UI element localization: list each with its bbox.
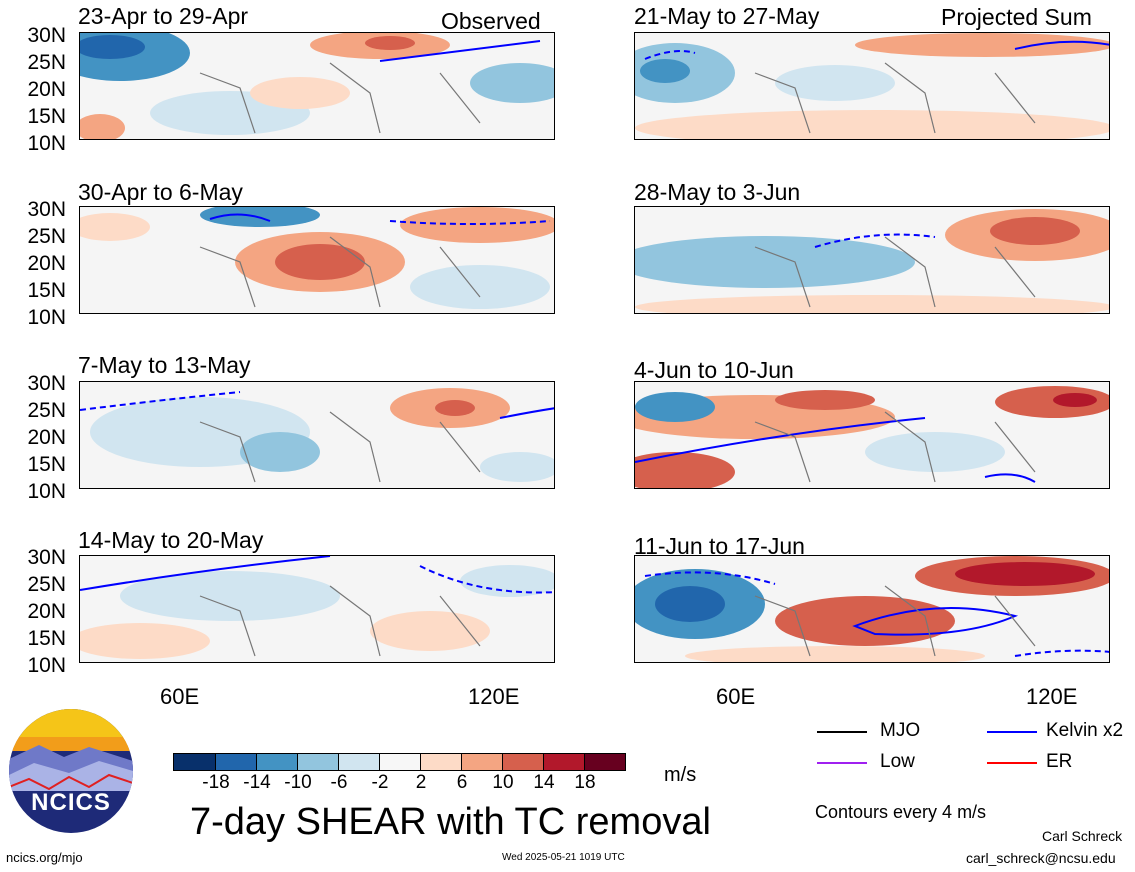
map-panel-proj-3 xyxy=(634,381,1110,489)
lat-label: 25N xyxy=(27,573,66,596)
lat-label: 20N xyxy=(27,600,66,623)
panel-title-obs-4: 14-May to 20-May xyxy=(78,527,264,553)
lon-label-left-120e: 120E xyxy=(468,684,520,709)
ncics-logo: NCICS xyxy=(9,709,133,833)
colorbar-bin xyxy=(420,753,462,771)
legend-label-low: Low xyxy=(880,751,915,772)
footer-url[interactable]: ncics.org/mjo xyxy=(6,850,83,865)
colorbar-label: -18 xyxy=(202,772,230,793)
lon-label-right-120e: 120E xyxy=(1026,684,1078,709)
panel-title-proj-4: 11-Jun to 17-Jun xyxy=(634,533,805,559)
lat-label: 20N xyxy=(27,426,66,449)
lat-label: 30N xyxy=(27,24,66,47)
lat-label: 20N xyxy=(27,252,66,275)
legend-label-mjo: MJO xyxy=(880,720,921,741)
colorbar-bin xyxy=(338,753,380,771)
panel-title-obs-2: 30-Apr to 6-May xyxy=(78,179,243,205)
map-panel-obs-2 xyxy=(79,206,555,314)
colorbar-bin xyxy=(379,753,421,771)
panel-title-proj-2: 28-May to 3-Jun xyxy=(634,179,801,205)
panel-title-obs-1: 23-Apr to 29-Apr xyxy=(78,3,249,29)
lon-label-right-60e: 60E xyxy=(716,684,756,709)
map-panel-proj-2 xyxy=(634,206,1110,314)
colorbar-bin xyxy=(461,753,503,771)
colorbar-label: 18 xyxy=(574,772,596,793)
lat-label: 25N xyxy=(27,51,66,74)
colorbar-bin xyxy=(297,753,339,771)
panel-title-proj-1: 21-May to 27-May xyxy=(634,3,820,29)
contour-note: Contours every 4 m/s xyxy=(815,802,987,822)
projected-header: Projected Sum xyxy=(941,4,1092,30)
colorbar-label: -10 xyxy=(284,772,312,793)
lat-label: 15N xyxy=(27,279,66,302)
colorbar-bin xyxy=(502,753,544,771)
lat-label: 15N xyxy=(27,627,66,650)
map-panel-proj-4 xyxy=(634,555,1110,663)
lat-label: 10N xyxy=(27,132,66,155)
colorbar-label: -2 xyxy=(371,772,389,793)
map-panel-proj-1 xyxy=(634,32,1110,140)
lat-label: 10N xyxy=(27,654,66,677)
lon-label-left-60e: 60E xyxy=(160,684,200,709)
footer-email[interactable]: carl_schreck@ncsu.edu xyxy=(966,850,1116,866)
colorbar-units: m/s xyxy=(664,764,697,786)
map-panel-obs-4 xyxy=(79,555,555,663)
footer-timestamp: Wed 2025-05-21 1019 UTC xyxy=(502,852,625,863)
colorbar-bin xyxy=(584,753,626,771)
colorbar-bin xyxy=(215,753,257,771)
legend-swatch-low xyxy=(817,762,867,764)
colorbar-label: -6 xyxy=(330,772,348,793)
map-panel-obs-3 xyxy=(79,381,555,489)
logo-text: NCICS xyxy=(31,789,111,816)
lat-label: 20N xyxy=(27,78,66,101)
footer-author: Carl Schreck xyxy=(1042,828,1123,844)
lat-label: 25N xyxy=(27,225,66,248)
legend-swatch-mjo xyxy=(817,731,867,733)
lat-label: 15N xyxy=(27,105,66,128)
legend-label-kelvin: Kelvin x2 xyxy=(1046,720,1124,741)
lat-label: 30N xyxy=(27,198,66,221)
colorbar-bin xyxy=(173,753,216,771)
legend-swatch-er xyxy=(987,762,1037,764)
colorbar-bin xyxy=(543,753,585,771)
observed-header: Observed xyxy=(441,8,541,34)
lat-label: 10N xyxy=(27,480,66,503)
colorbar-label: 2 xyxy=(415,772,427,793)
lat-label: 25N xyxy=(27,399,66,422)
colorbar-label: -14 xyxy=(243,772,271,793)
map-panel-obs-1 xyxy=(79,32,555,140)
colorbar-label: 10 xyxy=(492,772,514,793)
lat-label: 30N xyxy=(27,372,66,395)
lat-label: 10N xyxy=(27,306,66,329)
main-title: 7-day SHEAR with TC removal xyxy=(190,801,711,843)
legend-label-er: ER xyxy=(1046,751,1073,772)
lat-label: 15N xyxy=(27,453,66,476)
panel-title-proj-3: 4-Jun to 10-Jun xyxy=(634,357,794,383)
colorbar-label: 6 xyxy=(456,772,468,793)
legend-swatch-kelvin xyxy=(987,731,1037,733)
panel-title-obs-3: 7-May to 13-May xyxy=(78,352,251,378)
colorbar-bin xyxy=(256,753,298,771)
colorbar-label: 14 xyxy=(533,772,555,793)
lat-label: 30N xyxy=(27,546,66,569)
